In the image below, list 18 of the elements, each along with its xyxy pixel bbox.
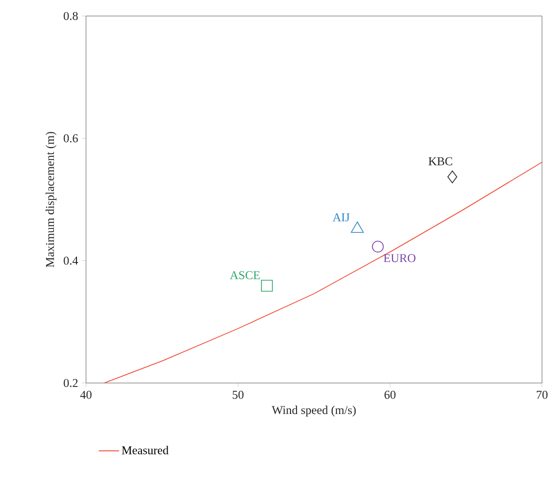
- x-tick-label: 50: [232, 390, 244, 399]
- y-tick-label: 0.2: [64, 378, 78, 388]
- series-label: AIJ: [332, 213, 350, 222]
- y-tick-label: 0.4: [64, 256, 78, 265]
- y-tick-label: 0.6: [64, 134, 78, 142]
- x-axis-title: Wind speed (m/s): [272, 406, 356, 417]
- y-axis-title: Maximum displacement (m): [46, 132, 56, 268]
- series-label: KBC: [428, 157, 452, 166]
- x-tick-label: 40: [80, 390, 92, 399]
- point: [261, 280, 273, 292]
- point: [447, 170, 458, 184]
- y-tick-label: 0.8: [64, 12, 78, 20]
- point: [372, 240, 384, 252]
- x-tick-label: 70: [536, 390, 548, 399]
- series-label: EURO: [384, 254, 416, 262]
- x-tick-label: 60: [384, 390, 396, 399]
- legend-label: Measured: [122, 446, 168, 454]
- series-label: ASCE: [230, 271, 260, 280]
